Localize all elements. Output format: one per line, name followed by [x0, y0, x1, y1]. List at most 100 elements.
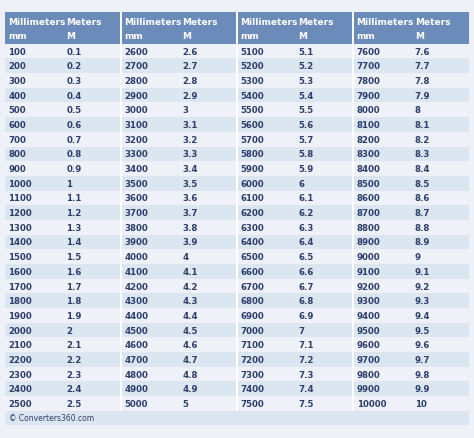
Bar: [5, 133, 121, 147]
Text: Meters: Meters: [66, 18, 102, 27]
Text: 1600: 1600: [8, 267, 32, 276]
Text: 8900: 8900: [356, 238, 380, 247]
Text: 6.8: 6.8: [299, 297, 314, 305]
Bar: [237, 147, 353, 162]
Bar: [5, 279, 121, 293]
Text: Millimeters: Millimeters: [8, 18, 65, 27]
Text: 9700: 9700: [356, 355, 381, 364]
Bar: [237, 293, 353, 308]
Text: 0.4: 0.4: [66, 92, 82, 100]
Text: 7.1: 7.1: [299, 340, 314, 350]
Text: 9.2: 9.2: [415, 282, 430, 291]
Text: 9.4: 9.4: [415, 311, 430, 320]
Text: 2.7: 2.7: [182, 62, 198, 71]
Text: 6.4: 6.4: [299, 238, 314, 247]
Bar: [237, 323, 353, 338]
Bar: [237, 133, 353, 147]
Text: 8.4: 8.4: [415, 165, 430, 173]
Text: 1500: 1500: [8, 253, 32, 261]
Text: 2200: 2200: [8, 355, 32, 364]
Bar: [237, 74, 353, 88]
Text: 7700: 7700: [356, 62, 381, 71]
Text: 7: 7: [299, 326, 305, 335]
Text: 8000: 8000: [356, 106, 380, 115]
Text: 8.9: 8.9: [415, 238, 430, 247]
Text: 6700: 6700: [240, 282, 264, 291]
Text: 1.2: 1.2: [66, 208, 82, 218]
Bar: [237, 265, 353, 279]
Text: 6400: 6400: [240, 238, 264, 247]
Bar: [121, 74, 237, 88]
Text: 7.4: 7.4: [299, 385, 314, 393]
Bar: [120, 13, 121, 411]
Text: 9500: 9500: [356, 326, 380, 335]
Text: 2000: 2000: [8, 326, 32, 335]
Bar: [237, 177, 353, 191]
Bar: [121, 177, 237, 191]
Text: 5100: 5100: [240, 47, 264, 57]
Bar: [121, 133, 237, 147]
Text: 0.7: 0.7: [66, 135, 82, 145]
Text: 4: 4: [182, 253, 189, 261]
Text: 4.5: 4.5: [182, 326, 198, 335]
Bar: [237, 103, 353, 118]
Text: 3800: 3800: [124, 223, 148, 232]
Bar: [353, 367, 469, 381]
Bar: [5, 381, 121, 396]
Bar: [5, 367, 121, 381]
Text: 8600: 8600: [356, 194, 380, 203]
Text: 9.5: 9.5: [415, 326, 430, 335]
Text: 9: 9: [415, 253, 421, 261]
Text: 6000: 6000: [240, 179, 264, 188]
Text: 1000: 1000: [8, 179, 32, 188]
Bar: [237, 206, 353, 220]
Bar: [353, 103, 469, 118]
Text: 500: 500: [8, 106, 26, 115]
Text: 2600: 2600: [124, 47, 148, 57]
Text: 4.4: 4.4: [182, 311, 198, 320]
Text: 0.8: 0.8: [66, 150, 82, 159]
Text: 6600: 6600: [240, 267, 264, 276]
Text: 2.9: 2.9: [182, 92, 198, 100]
Text: 6100: 6100: [240, 194, 264, 203]
Text: 1.5: 1.5: [66, 253, 82, 261]
Bar: [353, 88, 469, 103]
Text: 2: 2: [66, 326, 73, 335]
Bar: [5, 88, 121, 103]
Bar: [5, 308, 121, 323]
Text: 8.3: 8.3: [415, 150, 430, 159]
Text: 7.5: 7.5: [299, 399, 314, 408]
Text: 7600: 7600: [356, 47, 381, 57]
Text: mm: mm: [356, 32, 375, 41]
Bar: [237, 13, 353, 45]
Bar: [121, 88, 237, 103]
Bar: [237, 338, 353, 352]
Bar: [121, 147, 237, 162]
Text: 5400: 5400: [240, 92, 264, 100]
Text: 4300: 4300: [124, 297, 148, 305]
Bar: [237, 88, 353, 103]
Bar: [353, 118, 469, 133]
Bar: [121, 279, 237, 293]
Bar: [5, 323, 121, 338]
Bar: [353, 220, 469, 235]
Bar: [5, 103, 121, 118]
Text: 8.8: 8.8: [415, 223, 430, 232]
Text: 8700: 8700: [356, 208, 381, 218]
Text: 5200: 5200: [240, 62, 264, 71]
Text: 700: 700: [8, 135, 26, 145]
Bar: [353, 177, 469, 191]
Text: 7.2: 7.2: [299, 355, 314, 364]
Bar: [237, 59, 353, 74]
Text: 5300: 5300: [240, 77, 264, 86]
Text: 7300: 7300: [240, 370, 264, 379]
Text: 5: 5: [182, 399, 188, 408]
Text: 6.9: 6.9: [299, 311, 314, 320]
Text: 4.6: 4.6: [182, 340, 198, 350]
Bar: [121, 250, 237, 265]
Bar: [237, 162, 353, 177]
Text: 7.8: 7.8: [415, 77, 430, 86]
Text: 4.1: 4.1: [182, 267, 198, 276]
Text: 0.2: 0.2: [66, 62, 82, 71]
Bar: [5, 235, 121, 250]
